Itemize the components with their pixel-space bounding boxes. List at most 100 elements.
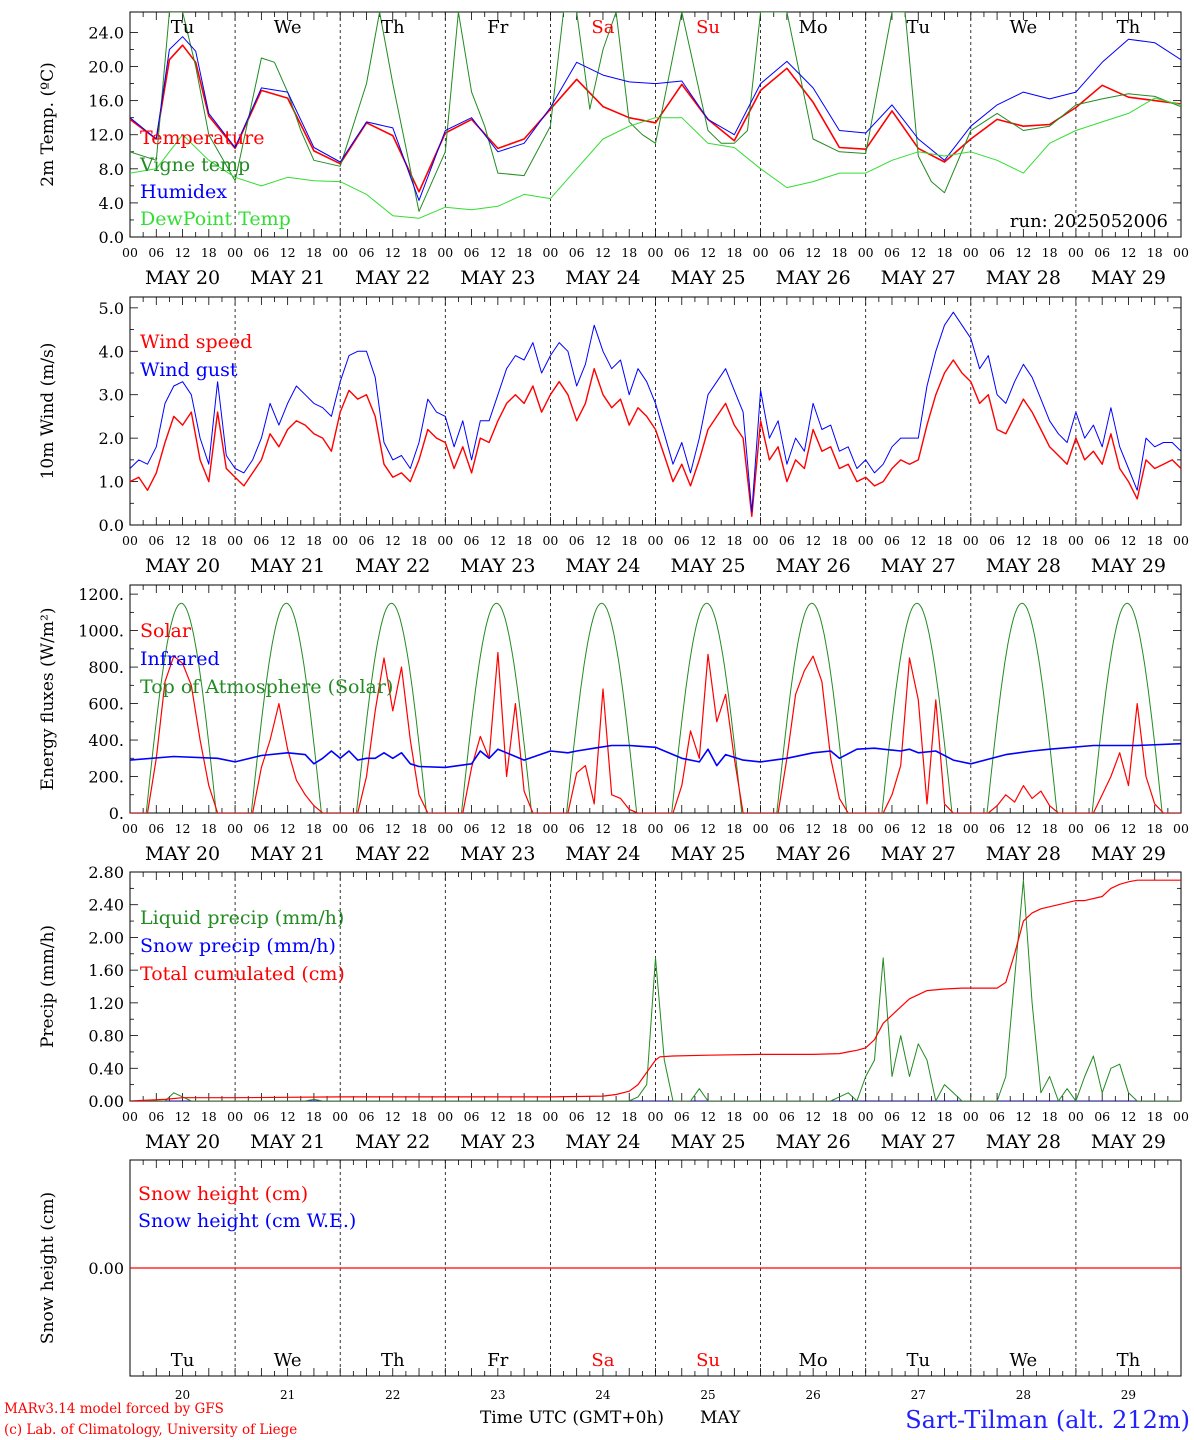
hour-tick-label: 12: [490, 245, 506, 260]
panel-snow: 0.00 Snow height (cm) Snow height (cm) Snow…: [38, 1159, 1182, 1402]
hour-tick-label: 12: [490, 533, 506, 548]
hour-tick-label: 06: [359, 245, 375, 260]
day-number-label: 21: [280, 1388, 295, 1402]
hour-tick-label: 18: [411, 245, 427, 260]
hour-tick-label: 00: [122, 533, 138, 548]
weekday-label: We: [1010, 1350, 1038, 1371]
hour-tick-label: 12: [175, 533, 191, 548]
hour-tick-label: 12: [175, 1109, 191, 1124]
hour-tick-label: 00: [1173, 245, 1189, 260]
hour-tick-label: 06: [989, 1109, 1005, 1124]
date-label: MAY 26: [776, 843, 851, 865]
weekday-label: Th: [381, 1350, 405, 1371]
y-tick-label: 0.40: [88, 1059, 124, 1078]
hour-tick-label: 00: [1068, 821, 1084, 836]
hour-tick-label: 12: [700, 533, 716, 548]
hour-tick-label: 06: [1094, 245, 1110, 260]
panel-temp: 0.0 4.0 8.0 12.0 16.0 20.0 24.0 2m Temp. (ºC) Te…: [38, 11, 1189, 289]
hour-tick-label: 06: [569, 533, 585, 548]
hour-tick-label: 18: [1042, 245, 1058, 260]
legend-entry: Solar: [140, 620, 192, 642]
weekday-label: Th: [1117, 17, 1141, 38]
date-label: MAY 21: [250, 843, 325, 865]
hour-tick-label: 12: [595, 1109, 611, 1124]
hour-tick-label: 06: [569, 1109, 585, 1124]
hour-tick-label: 12: [700, 821, 716, 836]
date-label: MAY 26: [776, 555, 851, 577]
hour-tick-label: 00: [332, 245, 348, 260]
hour-tick-label: 18: [1147, 1109, 1163, 1124]
y-tick-label: 0.: [109, 804, 124, 823]
legend-entry: Vigne temp: [139, 154, 250, 176]
y-tick-label: 4.0: [99, 194, 124, 213]
hour-tick-label: 06: [148, 533, 164, 548]
hour-tick-label: 18: [831, 1109, 847, 1124]
hour-tick-label: 00: [753, 533, 769, 548]
hour-tick-label: 12: [385, 821, 401, 836]
hour-tick-label: 00: [227, 821, 243, 836]
hour-tick-label: 18: [411, 1109, 427, 1124]
date-label: MAY 28: [986, 555, 1061, 577]
y-tick-label: 200.: [88, 768, 124, 787]
hour-tick-label: 12: [1015, 821, 1031, 836]
legend-entry: Top of Atmosphere (Solar): [140, 676, 393, 698]
hour-tick-label: 06: [1094, 533, 1110, 548]
legend-entry: Wind gust: [140, 359, 238, 381]
weekday-label: Fr: [487, 17, 508, 38]
hour-tick-label: 00: [753, 821, 769, 836]
weekday-label: We: [274, 1350, 302, 1371]
weekday-label: Fr: [487, 1350, 508, 1371]
weekday-label: Sa: [591, 17, 614, 38]
hour-tick-label: 18: [201, 821, 217, 836]
hour-tick-label: 18: [726, 245, 742, 260]
y-tick-label: 0.0: [99, 228, 124, 247]
weekday-label: We: [274, 17, 302, 38]
hour-tick-label: 12: [1120, 1109, 1136, 1124]
hour-tick-label: 06: [464, 821, 480, 836]
hour-tick-label: 12: [805, 245, 821, 260]
series-line-humidex: [130, 36, 1181, 201]
date-label: MAY 25: [670, 1131, 745, 1153]
date-label: MAY 20: [145, 555, 220, 577]
hour-tick-label: 18: [516, 821, 532, 836]
hour-tick-label: 18: [621, 1109, 637, 1124]
hour-tick-label: 18: [937, 821, 953, 836]
hour-tick-label: 06: [674, 245, 690, 260]
hour-tick-label: 00: [753, 1109, 769, 1124]
weekday-label: Tu: [171, 17, 195, 38]
hour-tick-label: 12: [280, 245, 296, 260]
y-tick-label: 2.00: [88, 928, 124, 947]
date-label: MAY 27: [881, 555, 956, 577]
y-tick-label: 3.0: [99, 386, 124, 405]
hour-tick-label: 06: [779, 245, 795, 260]
hour-tick-label: 06: [464, 1109, 480, 1124]
time-axis-label: Time UTC (GMT+0h): [480, 1408, 664, 1428]
hour-tick-label: 12: [910, 1109, 926, 1124]
hour-tick-label: 00: [858, 533, 874, 548]
legend-entry: Liquid precip (mm/h): [140, 907, 344, 929]
legend-entry: DewPoint Temp: [140, 208, 291, 230]
date-label: MAY 29: [1091, 555, 1166, 577]
date-label: MAY 27: [881, 843, 956, 865]
weekday-label: Su: [696, 1350, 720, 1371]
series-line-infrared: [130, 742, 1181, 769]
y-tick-label: 0.80: [88, 1027, 124, 1046]
hour-tick-label: 06: [464, 245, 480, 260]
date-label: MAY 24: [565, 267, 640, 289]
hour-tick-label: 06: [674, 533, 690, 548]
series-group: [130, 602, 1181, 813]
hour-tick-label: 18: [726, 1109, 742, 1124]
hour-tick-label: 00: [437, 245, 453, 260]
y-tick-label: 24.0: [88, 23, 124, 42]
hour-tick-label: 00: [332, 821, 348, 836]
day-number-label: 20: [175, 1388, 190, 1402]
y-tick-label: 4.0: [99, 342, 124, 361]
date-label: MAY 29: [1091, 1131, 1166, 1153]
hour-tick-label: 12: [385, 245, 401, 260]
weekday-label: Su: [696, 17, 720, 38]
hour-tick-label: 06: [148, 245, 164, 260]
day-number-label: 24: [595, 1388, 611, 1402]
hour-tick-label: 00: [1173, 1109, 1189, 1124]
date-label: MAY 29: [1091, 843, 1166, 865]
hour-tick-label: 06: [359, 1109, 375, 1124]
